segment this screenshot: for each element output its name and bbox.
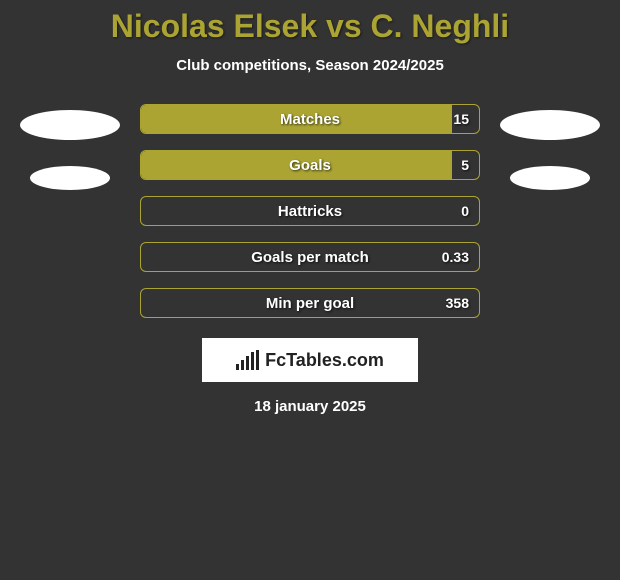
stats-wrapper: Matches 15 Goals 5 Hattricks 0 Goals per match… <box>0 104 620 318</box>
main-container: Nicolas Elsek vs C. Neghli Club competit… <box>0 0 620 415</box>
brand-chart-icon <box>236 350 259 370</box>
page-title: Nicolas Elsek vs C. Neghli <box>0 8 620 45</box>
stat-bar-matches: Matches 15 <box>140 104 480 134</box>
brand-icon-bar <box>236 364 239 370</box>
player1-avatar <box>20 110 120 140</box>
player2-avatar <box>500 110 600 140</box>
player1-club-avatar <box>30 166 110 190</box>
brand-icon-bar <box>251 352 254 370</box>
right-avatar-column <box>500 104 600 190</box>
stat-label: Min per goal <box>266 295 354 312</box>
stat-label: Goals <box>289 157 331 174</box>
brand-icon-bar <box>256 350 259 370</box>
stat-value: 15 <box>453 111 469 127</box>
stats-bars-column: Matches 15 Goals 5 Hattricks 0 Goals per match… <box>140 104 480 318</box>
stat-label: Hattricks <box>278 203 342 220</box>
left-avatar-column <box>20 104 120 190</box>
stat-bar-goals-per-match: Goals per match 0.33 <box>140 242 480 272</box>
brand-icon-bar <box>241 360 244 370</box>
player2-club-avatar <box>510 166 590 190</box>
stat-bar-min-per-goal: Min per goal 358 <box>140 288 480 318</box>
footer-date: 18 january 2025 <box>0 398 620 415</box>
brand-icon-bar <box>246 356 249 370</box>
stat-value: 358 <box>446 295 469 311</box>
stat-value: 5 <box>461 157 469 173</box>
brand-text: FcTables.com <box>265 350 384 371</box>
stat-label: Matches <box>280 111 340 128</box>
stat-value: 0 <box>461 203 469 219</box>
stat-bar-goals: Goals 5 <box>140 150 480 180</box>
stat-label: Goals per match <box>251 249 369 266</box>
stat-bar-hattricks: Hattricks 0 <box>140 196 480 226</box>
page-subtitle: Club competitions, Season 2024/2025 <box>0 57 620 74</box>
stat-value: 0.33 <box>442 249 469 265</box>
brand-box: FcTables.com <box>202 338 418 382</box>
